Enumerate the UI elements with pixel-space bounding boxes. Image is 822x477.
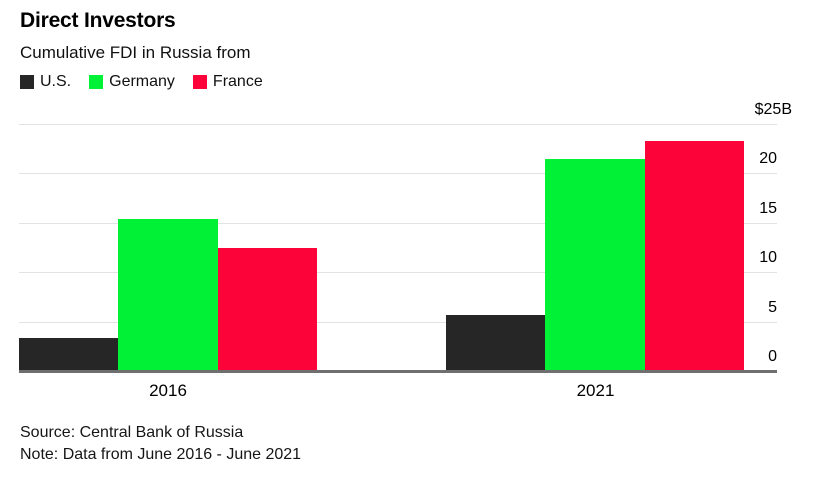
x-axis-baseline	[19, 370, 777, 373]
source-line: Source: Central Bank of Russia	[20, 424, 244, 441]
gridline	[19, 321, 777, 323]
y-tick-label: $25B	[754, 101, 792, 118]
x-category-label: 2016	[149, 381, 187, 400]
us-color-swatch	[20, 75, 34, 89]
bar-us-2016	[19, 338, 119, 371]
y-tick-label: 10	[759, 249, 777, 267]
y-tick-label: 20	[759, 150, 777, 168]
bar-germany-2016	[118, 218, 218, 371]
chart-legend: U.S. Germany France	[20, 73, 822, 91]
y-tick-label: 5	[768, 298, 777, 316]
y-tick-label: 0	[768, 348, 777, 365]
bar-germany-2021	[545, 158, 645, 371]
gridline	[19, 272, 777, 274]
legend-label: Germany	[109, 73, 175, 90]
gridline	[19, 173, 777, 175]
legend-label: U.S.	[40, 73, 72, 90]
bar-france-2021	[644, 140, 745, 371]
germany-color-swatch	[89, 75, 104, 89]
gridline	[19, 124, 777, 125]
legend-label: France	[212, 73, 263, 90]
chart-subtitle: Cumulative FDI in Russia from	[20, 43, 251, 62]
legend-item-us: U.S.	[20, 73, 71, 91]
legend-item-germany: Germany	[89, 73, 175, 91]
france-color-swatch	[192, 75, 207, 89]
legend-item-france: France	[192, 73, 263, 91]
note-line: Note: Data from June 2016 - June 2021	[20, 446, 302, 463]
chart-footer: Source: Central Bank of Russia Note: Dat…	[20, 422, 822, 466]
gridline	[19, 222, 777, 224]
bar-us-2021	[446, 314, 546, 371]
y-tick-label: 15	[759, 199, 777, 217]
bar-chart: 0 5 10 15 20 $25B 2016 2021	[0, 95, 822, 400]
bar-france-2016	[217, 248, 318, 371]
page-title: Direct Investors	[20, 9, 176, 32]
x-category-label: 2021	[576, 381, 615, 400]
